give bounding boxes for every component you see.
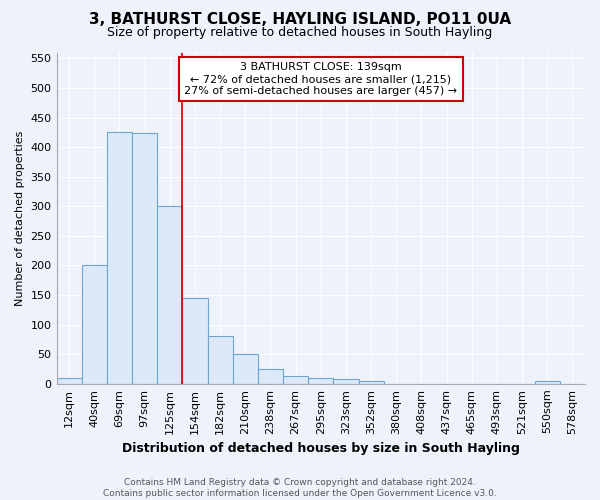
Bar	[208, 336, 233, 384]
Y-axis label: Number of detached properties: Number of detached properties	[15, 130, 25, 306]
Bar	[258, 369, 283, 384]
Bar	[182, 298, 208, 384]
Text: Size of property relative to detached houses in South Hayling: Size of property relative to detached ho…	[107, 26, 493, 39]
X-axis label: Distribution of detached houses by size in South Hayling: Distribution of detached houses by size …	[122, 442, 520, 455]
Text: 3 BATHURST CLOSE: 139sqm
← 72% of detached houses are smaller (1,215)
27% of sem: 3 BATHURST CLOSE: 139sqm ← 72% of detach…	[184, 62, 457, 96]
Bar	[535, 381, 560, 384]
Text: Contains HM Land Registry data © Crown copyright and database right 2024.
Contai: Contains HM Land Registry data © Crown c…	[103, 478, 497, 498]
Bar	[334, 379, 359, 384]
Bar	[107, 132, 132, 384]
Bar	[132, 133, 157, 384]
Bar	[308, 378, 334, 384]
Bar	[283, 376, 308, 384]
Text: 3, BATHURST CLOSE, HAYLING ISLAND, PO11 0UA: 3, BATHURST CLOSE, HAYLING ISLAND, PO11 …	[89, 12, 511, 28]
Bar	[56, 378, 82, 384]
Bar	[233, 354, 258, 384]
Bar	[82, 266, 107, 384]
Bar	[359, 381, 383, 384]
Bar	[157, 206, 182, 384]
